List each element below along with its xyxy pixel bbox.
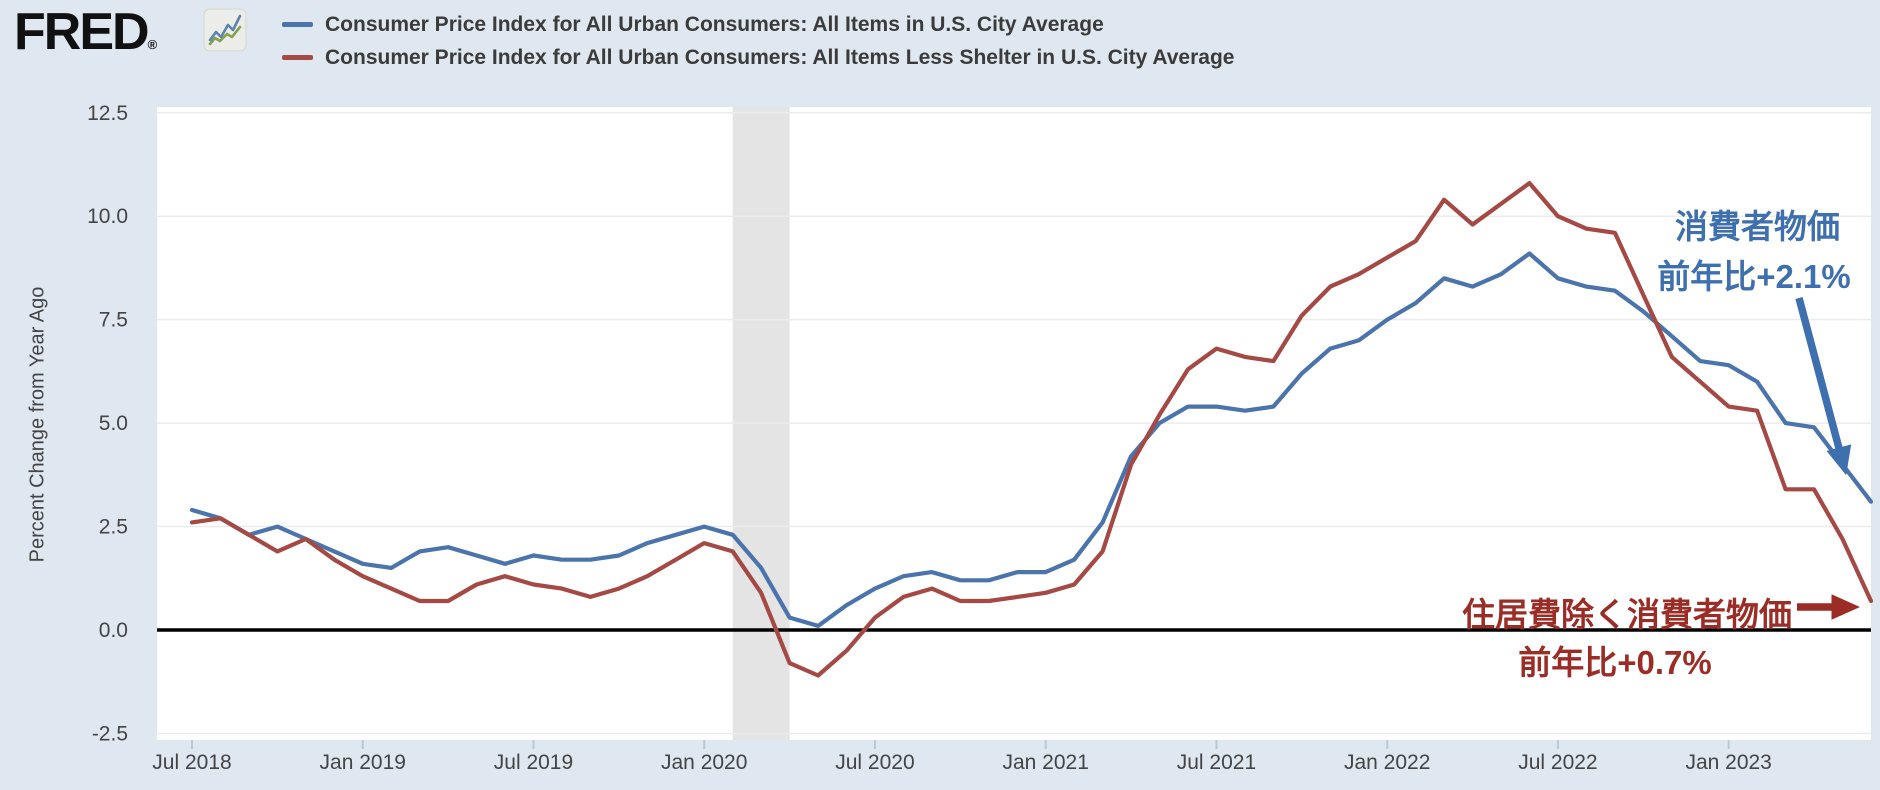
blue-annotation-arrow [1795,297,1852,476]
annotation-cpi-headline-line2: 前年比+2.1% [1657,258,1851,295]
y-tick-label: -2.5 [92,722,128,745]
y-tick-label: 12.5 [87,102,128,125]
legend-item-less-shelter: Consumer Price Index for All Urban Consu… [282,41,1234,74]
legend-swatch-blue [282,22,313,27]
annotation-cpi-headline-line1: 消費者物価 [1675,208,1840,245]
legend: Consumer Price Index for All Urban Consu… [282,8,1234,74]
x-tick-label: Jan 2020 [661,751,747,774]
legend-label-all-items: Consumer Price Index for All Urban Consu… [325,12,1104,36]
x-tick-label: Jul 2022 [1518,751,1597,774]
legend-label-less-shelter: Consumer Price Index for All Urban Consu… [325,45,1235,69]
x-tick-label: Jul 2020 [835,751,914,774]
annotation-cpi-less-shelter-line2: 前年比+0.7% [1518,644,1712,681]
x-tick-label: Jul 2019 [494,751,573,774]
x-tick-label: Jan 2022 [1344,751,1430,774]
y-tick-label: 0.0 [99,619,128,642]
x-tick-label: Jan 2021 [1002,751,1088,774]
y-tick-label: 5.0 [99,412,128,435]
x-tick-label: Jan 2023 [1685,751,1771,774]
y-tick-label: 2.5 [99,516,128,539]
registered-trademark: ® [147,37,158,52]
chart-header: FRED® Consumer Price Index for All Urban… [0,0,1880,88]
fred-logo-text: FRED [14,3,150,61]
cpi-less-shelter-line [189,181,1874,678]
annotation-cpi-less-shelter-line1: 住居費除く消費者物価 [1462,596,1792,633]
cpi-all-items-line [189,251,1874,629]
x-tick-label: Jul 2021 [1177,751,1256,774]
legend-item-all-items: Consumer Price Index for All Urban Consu… [282,8,1234,41]
fred-logo: FRED® [14,2,157,62]
y-tick-label: 10.0 [87,205,128,228]
y-tick-label: 7.5 [99,309,128,332]
x-tick-label: Jul 2018 [152,751,231,774]
x-tick-label: Jan 2019 [320,751,406,774]
fred-sparkline-icon [203,8,247,52]
legend-swatch-red [282,55,313,60]
